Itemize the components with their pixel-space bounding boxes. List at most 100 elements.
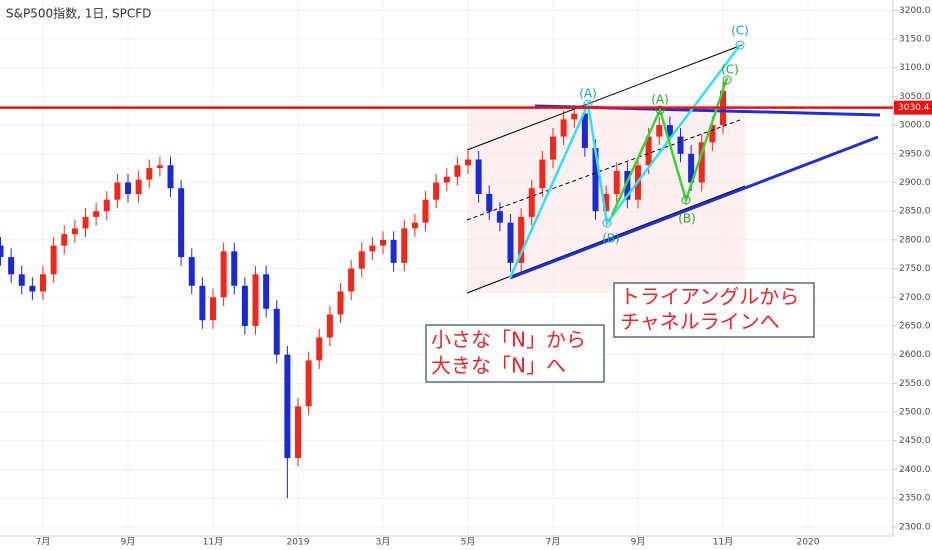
channel-upper bbox=[466, 44, 743, 151]
x-tick-label: 11月 bbox=[203, 537, 223, 548]
candle-body bbox=[316, 337, 323, 361]
candle-body bbox=[677, 136, 684, 154]
y-tick-label: 3000.0 bbox=[899, 121, 931, 131]
y-tick-label: 2900.0 bbox=[899, 178, 931, 188]
candle-body bbox=[592, 148, 599, 212]
candle-body bbox=[103, 199, 110, 212]
candle-body bbox=[507, 222, 514, 263]
candle-body bbox=[581, 113, 588, 149]
y-tick-label: 2800.0 bbox=[899, 235, 931, 245]
y-tick-label: 3200.0 bbox=[899, 6, 931, 16]
candle-body bbox=[475, 159, 482, 194]
note-text: 大きな「N」へ bbox=[431, 354, 566, 378]
candle-body bbox=[656, 125, 663, 137]
x-tick-label: 9月 bbox=[631, 537, 646, 548]
candle-body bbox=[454, 165, 461, 177]
y-tick-label: 2600.0 bbox=[899, 350, 931, 360]
candle-body bbox=[305, 360, 312, 407]
candle-body bbox=[433, 182, 440, 200]
candle-body bbox=[698, 142, 705, 183]
candle-body bbox=[496, 211, 503, 223]
candle-body bbox=[571, 113, 578, 120]
candle-body bbox=[146, 168, 153, 180]
wave-label: (A) bbox=[651, 93, 669, 107]
wave-label: (C) bbox=[721, 63, 739, 77]
candle-body bbox=[390, 239, 397, 263]
y-tick-label: 2450.0 bbox=[899, 436, 931, 446]
candle-body bbox=[156, 165, 163, 169]
candle-body bbox=[61, 234, 68, 246]
wave-label: (B) bbox=[602, 232, 620, 246]
y-tick-label: 2950.0 bbox=[899, 149, 931, 159]
candle-body bbox=[220, 251, 227, 298]
candle-body bbox=[411, 222, 418, 229]
wave-point bbox=[655, 105, 665, 115]
wave-small bbox=[610, 77, 729, 216]
candle-body bbox=[135, 179, 142, 194]
y-tick-label: 2300.0 bbox=[899, 522, 931, 532]
price-tag-label: 3030.4 bbox=[898, 103, 930, 113]
wave-point bbox=[735, 40, 745, 50]
x-tick-label: 2019 bbox=[287, 538, 310, 548]
x-tick-label: 3月 bbox=[376, 537, 391, 548]
candle-body bbox=[443, 176, 450, 183]
y-tick-label: 2350.0 bbox=[899, 494, 931, 504]
y-tick-label: 3100.0 bbox=[899, 63, 931, 73]
candle-body bbox=[125, 182, 131, 194]
y-tick-label: 2500.0 bbox=[899, 408, 931, 418]
note-text: 小さな「N」から bbox=[431, 328, 586, 352]
wave-label: (A) bbox=[579, 87, 597, 101]
y-tick-label: 2550.0 bbox=[899, 379, 931, 389]
candle-body bbox=[369, 245, 376, 252]
candle-body bbox=[539, 159, 546, 189]
candle-body bbox=[422, 199, 429, 223]
x-tick-label: 7月 bbox=[36, 537, 51, 548]
candle-body bbox=[550, 136, 556, 160]
candle-body bbox=[188, 257, 195, 286]
candle-body bbox=[82, 216, 89, 229]
candle-body bbox=[624, 171, 631, 200]
chart-title: S&P500指数, 1日, SPCFD bbox=[6, 6, 151, 21]
candle-body bbox=[241, 285, 248, 326]
y-tick-label: 3050.0 bbox=[899, 92, 931, 102]
y-tick-label: 3150.0 bbox=[899, 35, 931, 45]
wave-point bbox=[681, 195, 691, 205]
x-tick-label: 5月 bbox=[461, 537, 476, 548]
y-tick-label: 2750.0 bbox=[899, 264, 931, 274]
candle-body bbox=[284, 354, 291, 458]
candle-body bbox=[603, 193, 610, 212]
y-tick-label: 2700.0 bbox=[899, 293, 931, 303]
candle-body bbox=[71, 228, 78, 235]
candle-body bbox=[645, 136, 652, 166]
note-box bbox=[425, 324, 605, 383]
candle-body bbox=[465, 159, 471, 166]
candle-body bbox=[380, 239, 386, 246]
candle-body bbox=[50, 245, 57, 275]
candle-body bbox=[210, 297, 216, 321]
note-box bbox=[613, 282, 815, 338]
y-tick-label: 2400.0 bbox=[899, 465, 931, 475]
candle-body bbox=[666, 125, 673, 137]
candle-body bbox=[178, 188, 185, 258]
candle-body bbox=[93, 211, 100, 217]
candle-body bbox=[40, 274, 46, 292]
candle-body bbox=[688, 153, 695, 183]
candle-body bbox=[114, 182, 121, 200]
wave-large bbox=[508, 44, 742, 279]
support-line bbox=[509, 135, 879, 280]
candle-body bbox=[8, 257, 15, 275]
candle-body bbox=[326, 314, 333, 338]
y-tick-label: 2850.0 bbox=[899, 207, 931, 217]
x-tick-label: 11月 bbox=[713, 537, 733, 548]
candle-body bbox=[29, 285, 36, 292]
candle-body bbox=[337, 291, 344, 315]
candle-body bbox=[348, 268, 355, 292]
candle-body bbox=[273, 308, 280, 355]
candle-body bbox=[401, 228, 408, 263]
wave-point bbox=[722, 75, 732, 85]
candle-body bbox=[560, 119, 567, 137]
candle-body bbox=[486, 193, 493, 212]
note-text: チャネルラインへ bbox=[620, 310, 780, 334]
